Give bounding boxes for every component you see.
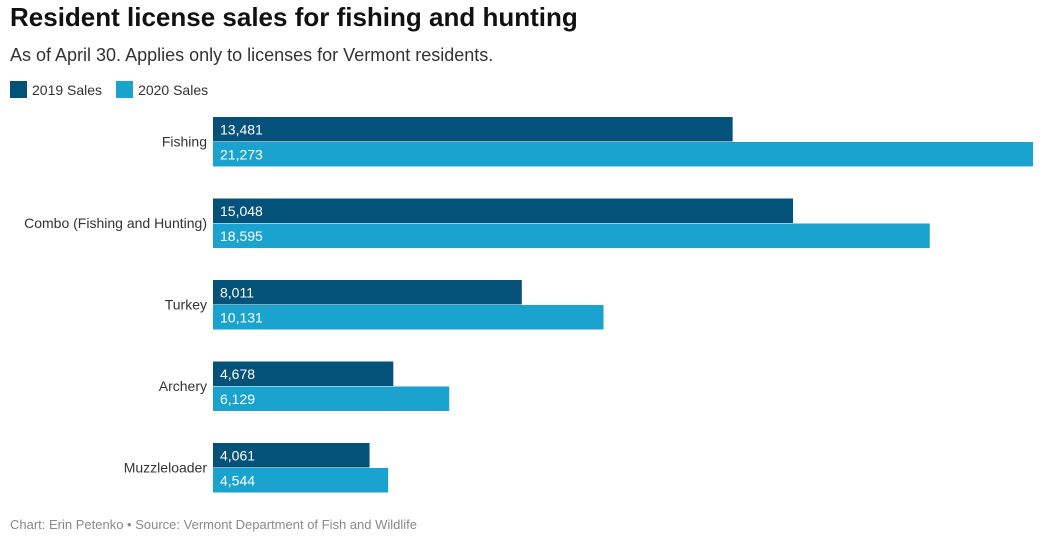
category-label-fishing: Fishing xyxy=(162,134,207,150)
data-label-combo-fishing-and-hunting-2020: 18,595 xyxy=(220,228,263,244)
data-label-turkey-2019: 8,011 xyxy=(220,284,254,300)
bar-combo-fishing-and-hunting-2020 xyxy=(213,223,930,248)
data-label-fishing-2020: 21,273 xyxy=(220,146,263,162)
bar-archery-2020 xyxy=(213,386,450,411)
bar-combo-fishing-and-hunting-2019 xyxy=(213,198,794,223)
bar-fishing-2020 xyxy=(213,142,1033,167)
data-label-fishing-2019: 13,481 xyxy=(220,121,263,137)
bar-fishing-2019 xyxy=(213,117,733,142)
bar-muzzleloader-2019 xyxy=(213,443,370,468)
data-label-archery-2020: 6,129 xyxy=(220,391,255,407)
legend-item-2020: 2020 Sales xyxy=(116,81,208,98)
data-label-archery-2019: 4,678 xyxy=(220,366,255,382)
legend-label-2020: 2020 Sales xyxy=(138,81,209,98)
bar-chart: Fishing 13,481 21,273 Combo (Fishing and Hu… xyxy=(24,117,1033,493)
data-label-muzzleloader-2019: 4,061 xyxy=(220,447,255,463)
legend-item-2019: 2019 Sales xyxy=(10,81,102,98)
category-label-muzzleloader: Muzzleloader xyxy=(124,460,208,476)
data-label-muzzleloader-2020: 4,544 xyxy=(220,472,255,488)
bar-turkey-2019 xyxy=(213,280,522,305)
data-label-combo-fishing-and-hunting-2019: 15,048 xyxy=(220,203,263,219)
legend-label-2019: 2019 Sales xyxy=(32,81,103,98)
chart-title: Resident license sales for fishing and h… xyxy=(10,2,578,32)
bar-turkey-2020 xyxy=(213,305,604,330)
bar-muzzleloader-2020 xyxy=(213,468,389,493)
category-label-turkey: Turkey xyxy=(165,297,207,313)
legend-swatch-2019 xyxy=(10,81,27,98)
chart-subtitle: As of April 30. Applies only to licenses… xyxy=(10,45,494,65)
category-label-combo-fishing-and-hunting: Combo (Fishing and Hunting) xyxy=(24,215,207,231)
category-label-archery: Archery xyxy=(159,378,207,394)
data-label-turkey-2020: 10,131 xyxy=(220,309,263,325)
bar-archery-2019 xyxy=(213,361,394,386)
legend: 2019 Sales 2020 Sales xyxy=(10,81,208,98)
chart-credit: Chart: Erin Petenko • Source: Vermont De… xyxy=(10,517,418,532)
legend-swatch-2020 xyxy=(116,81,134,98)
